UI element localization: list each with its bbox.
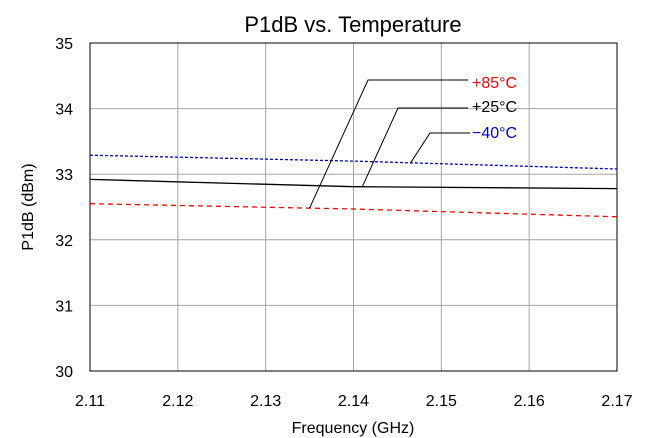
x-tick-label: 2.16 [514,393,545,410]
leader-line [410,132,470,164]
y-tick-label: 30 [55,364,73,381]
leader-line [361,107,468,187]
y-tick-label: 34 [55,102,73,119]
x-axis-label: Frequency (GHz) [292,420,415,437]
y-axis-label: P1dB (dBm) [20,163,37,250]
series-lines [89,154,618,218]
plot-grid [89,42,618,372]
series-leader-lines [309,79,470,209]
y-tick-label: 32 [55,233,73,250]
series-label: +25°C [472,99,517,116]
y-tick-label: 33 [55,167,73,184]
y-axis-ticks: 30 31 32 33 34 35 [55,36,73,381]
x-tick-label: 2.12 [162,393,193,410]
series-labels: +85°C +25°C −40°C [472,75,517,142]
x-tick-label: 2.17 [601,393,632,410]
x-tick-label: 2.11 [75,393,105,410]
series-line [89,154,618,170]
y-tick-label: 31 [55,298,73,315]
x-tick-label: 2.14 [338,393,369,410]
series-line [89,178,618,190]
x-tick-label: 2.15 [426,393,457,410]
x-tick-label: 2.13 [250,393,281,410]
y-tick-label: 35 [55,36,73,53]
plot-frame [89,42,618,372]
series-label: −40°C [472,125,517,142]
chart-title: P1dB vs. Temperature [244,12,461,37]
leader-line [309,79,468,209]
series-line [89,203,618,218]
series-label: +85°C [472,75,517,92]
x-axis-ticks: 2.11 2.12 2.13 2.14 2.15 2.16 2.17 [75,393,633,410]
